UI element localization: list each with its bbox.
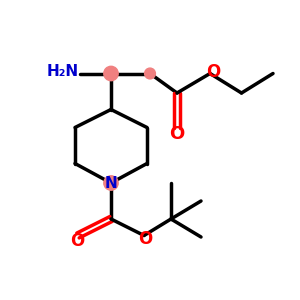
Text: H₂N: H₂N [47,64,79,80]
Text: O: O [138,230,153,247]
Circle shape [104,66,118,81]
Circle shape [104,176,118,190]
Text: O: O [206,63,221,81]
Text: N: N [105,176,117,190]
Circle shape [145,68,155,79]
Text: O: O [70,232,84,250]
Text: O: O [169,125,184,143]
